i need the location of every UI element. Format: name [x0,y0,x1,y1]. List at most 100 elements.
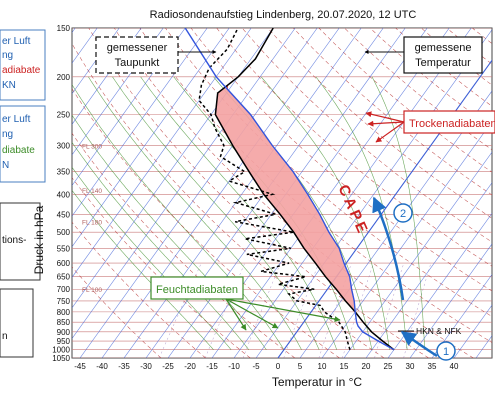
side-box-4-line-3: n [2,331,8,342]
annotation-temperatur: gemessene Temperatur [364,36,483,74]
x-tick-label: -45 [74,362,86,371]
dry-adiabat-line [267,28,492,219]
side-box-1-line-3: adiabate [2,65,41,76]
temperatur-label-line-2: Temperatur [415,57,471,69]
moist-adiabat-line [371,76,425,350]
y-tick-label: 500 [57,228,71,237]
isotherm-line [211,28,450,358]
x-tick-label: -30 [140,362,152,371]
annotation-feuchtadiabaten: Feuchtadiabaten [150,276,341,331]
flight-level-label: FL 300 [82,144,102,151]
taupunkt-label-line-1: gemessener [107,42,168,54]
x-tick-label: 15 [340,362,349,371]
dry-adiabat-line [72,177,251,358]
y-tick-label: 650 [57,273,71,282]
y-tick-label: 800 [57,308,71,317]
ascent-arrow-2 [372,196,405,301]
station-label: HKN & NFK [416,326,462,336]
side-box-2-line-1: er Luft [2,114,31,125]
isotherm-line [72,28,274,309]
isotherm-line [189,28,428,358]
y-tick-label: 1000 [52,346,70,355]
chart-title: Radiosondenaufstieg Lindenberg, 20.07.20… [150,9,417,21]
isotherm-line [255,29,492,358]
y-tick-label: 750 [57,297,71,306]
dry-adiabat-line [72,43,385,358]
y-tick-label: 150 [57,24,71,33]
x-tick-label: -5 [252,362,260,371]
side-box-3-line-2: tions- [2,235,26,246]
y-tick-label: 350 [57,168,71,177]
isotherm-line [299,90,492,358]
y-tick-label: 450 [57,210,71,219]
x-tick-label: 30 [406,362,415,371]
isotherm-line [72,28,296,340]
dry-adiabats [72,28,492,358]
isotherm-line [72,28,120,95]
flight-level-label: FL 180 [82,220,102,227]
isotherm-line [409,243,492,358]
flight-level-label: FL 100 [82,287,102,294]
isotherm-line [72,28,186,187]
y-tick-label: 250 [57,111,71,120]
isotherms [72,28,492,358]
x-tick-label: 25 [384,362,393,371]
side-box-3 [0,202,41,281]
dry-adiabat-line [114,28,474,358]
x-tick-label: -35 [118,362,130,371]
side-box-2-line-2: ng [2,129,13,140]
y-tick-label: 400 [57,190,71,199]
feucht-arrow-2 [225,298,279,329]
moist-adiabat-line [112,76,320,350]
trocken-arrow-1 [365,111,405,123]
dry-adiabat-line [216,28,492,267]
feucht-label: Feuchtadiabaten [156,284,238,296]
side-box-1 [0,29,46,101]
isotherm-line [321,121,492,358]
dewpoint-line [198,28,351,350]
dry-adiabat-line [72,88,340,358]
x-tick-label: -20 [184,362,196,371]
isotherm-line [431,274,492,358]
feucht-arrow-3 [225,298,341,322]
moist-adiabat-line [140,76,337,350]
x-tick-label: -25 [162,362,174,371]
feucht-box [150,276,244,300]
trocken-arrow-3 [375,121,405,143]
moist-adiabat-line [260,76,390,350]
x-tick-label: -10 [228,362,240,371]
annotation-trockenadiabaten: Trockenadiabaten [365,110,495,143]
y-tick-label: 600 [57,259,71,268]
x-tick-label: 35 [428,362,437,371]
y-tick-label: 850 [57,318,71,327]
y-axis-ticks: 150 200 250 300 350 400 450 500 550 600 650 700 750 8… [52,24,70,363]
ascent-arrow-1 [400,330,438,358]
moist-adiabat-line [72,84,285,350]
x-tick-label: -40 [96,362,108,371]
y-axis-title: Druck in hPa [32,205,46,274]
taupunkt-box [95,36,179,74]
y-tick-label: 950 [57,337,71,346]
x-tick-label: 5 [298,362,303,371]
dry-adiabat-line [88,28,429,358]
x-tick-label: 10 [318,362,327,371]
x-tick-label: 0 [276,362,281,371]
isotherm-line [72,28,208,217]
isotherm-line [72,28,230,248]
moist-adiabat-line [88,76,302,350]
x-tick-label: 20 [362,362,371,371]
isotherm-line [123,28,362,358]
isotherm-line [79,28,318,358]
mixing-ratio-line [242,263,281,358]
flight-level-labels: FL 300 FL 140 FL 180 FL 100 [82,144,102,295]
isotherm-line [277,59,492,358]
y-tick-label: 700 [57,285,71,294]
dry-adiabat-line [293,28,492,196]
dry-adiabat-line [72,132,296,358]
temperatur-label-line-1: gemessene [415,42,472,54]
x-axis-ticks: -45 -40 -35 -30 -25 -20 -15 -10 -5 0 5 10 15 20 25 30 35… [74,362,459,371]
dry-adiabat-line [344,28,492,151]
annotation-taupunkt: gemessener Taupunkt [95,36,217,74]
side-box-2-line-4: N [2,160,9,171]
